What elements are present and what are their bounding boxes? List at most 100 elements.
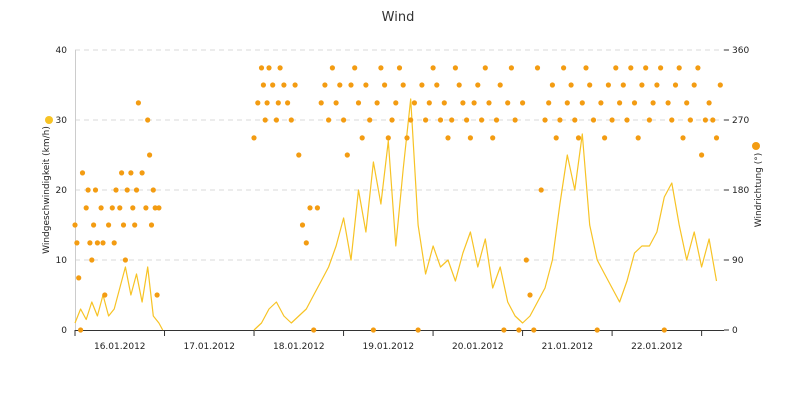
wind-direction-point bbox=[665, 100, 671, 106]
wind-direction-point bbox=[152, 205, 158, 211]
wind-direction-point bbox=[706, 100, 712, 106]
wind-direction-point bbox=[91, 222, 97, 228]
y-right-tick-label: 90 bbox=[732, 256, 744, 266]
wind-direction-point bbox=[609, 117, 615, 123]
wind-direction-point bbox=[106, 222, 112, 228]
wind-direction-point bbox=[710, 117, 716, 123]
wind-direction-point bbox=[527, 292, 533, 298]
y-left-tick-label: 10 bbox=[56, 256, 68, 266]
wind-direction-point bbox=[669, 117, 675, 123]
wind-direction-point bbox=[717, 82, 723, 88]
wind-direction-point bbox=[72, 222, 78, 228]
x-tick-label: 20.01.2012 bbox=[452, 342, 504, 352]
wind-direction-point bbox=[120, 222, 127, 228]
wind-direction-point bbox=[635, 135, 641, 141]
wind-direction-point bbox=[148, 222, 155, 228]
wind-direction-point bbox=[479, 117, 485, 123]
wind-direction-point bbox=[299, 222, 306, 228]
wind-direction-point bbox=[89, 257, 95, 263]
wind-direction-point bbox=[255, 100, 261, 106]
wind-direction-point bbox=[83, 205, 89, 211]
wind-direction-point bbox=[262, 117, 268, 123]
wind-direction-point bbox=[508, 65, 514, 71]
y-left-tick-label: 0 bbox=[61, 326, 67, 336]
wind-direction-point bbox=[87, 240, 93, 246]
wind-direction-point bbox=[78, 327, 84, 333]
wind-direction-point bbox=[620, 82, 626, 88]
wind-direction-point bbox=[654, 82, 660, 88]
wind-direction-point bbox=[628, 65, 634, 71]
wind-direction-point bbox=[523, 257, 529, 263]
y-left-tick-label: 40 bbox=[56, 46, 68, 56]
wind-direction-point bbox=[378, 65, 384, 71]
legend-direction-marker bbox=[752, 142, 760, 150]
wind-direction-point bbox=[460, 100, 466, 106]
y-right-tick-label: 0 bbox=[732, 326, 738, 336]
wind-direction-point bbox=[296, 152, 302, 158]
wind-direction-point bbox=[594, 327, 600, 333]
wind-direction-point bbox=[337, 82, 343, 88]
wind-direction-point bbox=[505, 100, 511, 106]
wind-direction-point bbox=[109, 205, 115, 211]
legend-speed-marker bbox=[45, 116, 53, 124]
wind-direction-point bbox=[382, 82, 388, 88]
x-tick-label: 17.01.2012 bbox=[184, 342, 236, 352]
wind-direction-point bbox=[374, 100, 380, 106]
wind-direction-point bbox=[100, 240, 106, 246]
wind-direction-point bbox=[564, 100, 570, 106]
wind-direction-point bbox=[292, 82, 298, 88]
wind-direction-point bbox=[285, 100, 291, 106]
x-tick-label: 16.01.2012 bbox=[94, 342, 146, 352]
wind-direction-point bbox=[281, 82, 287, 88]
wind-direction-point bbox=[493, 117, 500, 123]
wind-direction-point bbox=[389, 117, 395, 123]
wind-direction-point bbox=[117, 205, 123, 211]
wind-direction-point bbox=[119, 170, 125, 176]
wind-direction-point bbox=[449, 117, 455, 123]
wind-direction-point bbox=[415, 327, 421, 333]
wind-direction-point bbox=[605, 82, 612, 88]
wind-direction-point bbox=[124, 187, 130, 193]
x-tick-label: 22.01.2012 bbox=[631, 342, 683, 352]
wind-direction-point bbox=[501, 327, 507, 333]
wind-direction-point bbox=[695, 65, 701, 71]
wind-direction-point bbox=[549, 82, 556, 88]
wind-direction-point bbox=[534, 65, 541, 71]
x-tick-label: 21.01.2012 bbox=[542, 342, 594, 352]
wind-direction-point bbox=[430, 65, 436, 71]
wind-direction-point bbox=[471, 100, 477, 106]
wind-direction-point bbox=[270, 82, 276, 88]
wind-direction-point bbox=[684, 100, 690, 106]
wind-direction-point bbox=[150, 187, 156, 193]
wind-direction-point bbox=[133, 187, 140, 193]
wind-direction-point bbox=[404, 135, 410, 141]
wind-direction-point bbox=[445, 135, 451, 141]
wind-direction-point bbox=[139, 170, 145, 176]
wind-direction-point bbox=[557, 117, 563, 123]
wind-direction-point bbox=[699, 152, 705, 158]
y-right-tick-label: 360 bbox=[732, 46, 749, 56]
wind-direction-point bbox=[400, 82, 406, 88]
wind-direction-point bbox=[275, 100, 281, 106]
wind-direction-point bbox=[520, 100, 526, 106]
wind-direction-point bbox=[85, 187, 91, 193]
wind-direction-point bbox=[482, 65, 488, 71]
wind-direction-point bbox=[411, 100, 417, 106]
wind-direction-point bbox=[128, 170, 134, 176]
wind-direction-point bbox=[419, 82, 425, 88]
wind-direction-point bbox=[156, 205, 162, 211]
wind-direction-point bbox=[251, 135, 257, 141]
wind-direction-point bbox=[266, 65, 272, 71]
wind-direction-point bbox=[135, 100, 141, 106]
wind-direction-point bbox=[333, 100, 339, 106]
wind-direction-point bbox=[264, 100, 270, 106]
wind-direction-point bbox=[273, 117, 279, 123]
y-axis-right-title: Windrichtung (°) bbox=[754, 153, 764, 228]
wind-direction-point bbox=[348, 82, 354, 88]
y-right-tick-label: 180 bbox=[732, 186, 749, 196]
grid bbox=[75, 49, 724, 261]
wind-direction-point bbox=[441, 100, 447, 106]
wind-direction-point bbox=[643, 65, 649, 71]
wind-direction-point bbox=[583, 65, 589, 71]
